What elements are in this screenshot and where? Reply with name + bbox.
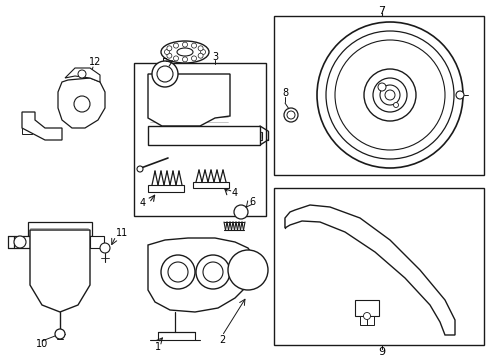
Circle shape [286, 111, 294, 119]
Text: 8: 8 [282, 88, 287, 98]
Circle shape [384, 90, 394, 100]
Bar [22, 120, 32, 134]
Polygon shape [148, 74, 229, 126]
Bar [273, 188, 483, 345]
Circle shape [166, 46, 171, 51]
Circle shape [161, 255, 195, 289]
Circle shape [182, 49, 187, 55]
Bar [359, 316, 373, 325]
Polygon shape [148, 238, 254, 312]
Circle shape [203, 262, 223, 282]
Circle shape [363, 69, 415, 121]
Circle shape [200, 50, 205, 54]
Polygon shape [148, 126, 260, 145]
Circle shape [379, 85, 399, 105]
Text: 3: 3 [211, 52, 218, 62]
Circle shape [198, 53, 203, 58]
Bar [90, 236, 104, 248]
Circle shape [316, 22, 462, 168]
Circle shape [325, 31, 453, 159]
Circle shape [164, 50, 169, 54]
Circle shape [55, 329, 65, 339]
Polygon shape [65, 68, 100, 82]
Bar [354, 300, 378, 316]
Bar [249, 132, 262, 140]
Circle shape [78, 70, 86, 78]
Text: 9: 9 [378, 347, 385, 357]
Circle shape [234, 205, 247, 219]
Circle shape [191, 43, 196, 48]
Text: 7: 7 [378, 6, 385, 16]
Circle shape [455, 91, 463, 99]
Text: 5: 5 [161, 58, 167, 68]
Bar [148, 185, 183, 192]
Polygon shape [22, 112, 62, 140]
Text: 4: 4 [140, 198, 146, 208]
Circle shape [152, 61, 178, 87]
Text: 12: 12 [89, 57, 101, 67]
Circle shape [137, 166, 142, 172]
Bar [273, 16, 483, 175]
Text: 4: 4 [231, 188, 238, 198]
Circle shape [182, 57, 187, 62]
Circle shape [363, 312, 370, 320]
Ellipse shape [161, 41, 208, 63]
Text: 10: 10 [36, 339, 48, 349]
Circle shape [198, 46, 203, 51]
Circle shape [173, 43, 178, 48]
Ellipse shape [177, 48, 193, 56]
Bar [193, 182, 228, 188]
Text: 2: 2 [219, 335, 224, 345]
Text: 6: 6 [248, 197, 255, 207]
Circle shape [196, 255, 229, 289]
Circle shape [166, 53, 171, 58]
Circle shape [372, 78, 406, 112]
Bar [134, 63, 265, 216]
Circle shape [227, 250, 267, 290]
Circle shape [182, 42, 187, 47]
Polygon shape [58, 78, 105, 128]
Circle shape [74, 96, 90, 112]
Circle shape [284, 108, 297, 122]
Circle shape [393, 103, 398, 108]
Circle shape [100, 243, 110, 253]
Polygon shape [285, 205, 454, 335]
Bar [14, 236, 30, 248]
Text: 11: 11 [116, 228, 128, 238]
Circle shape [168, 262, 187, 282]
Circle shape [191, 56, 196, 61]
Circle shape [173, 56, 178, 61]
Bar [28, 222, 92, 236]
Circle shape [157, 66, 173, 82]
Polygon shape [30, 230, 90, 312]
Circle shape [377, 83, 385, 91]
Text: 1: 1 [155, 342, 161, 352]
Circle shape [14, 236, 26, 248]
Circle shape [334, 40, 444, 150]
